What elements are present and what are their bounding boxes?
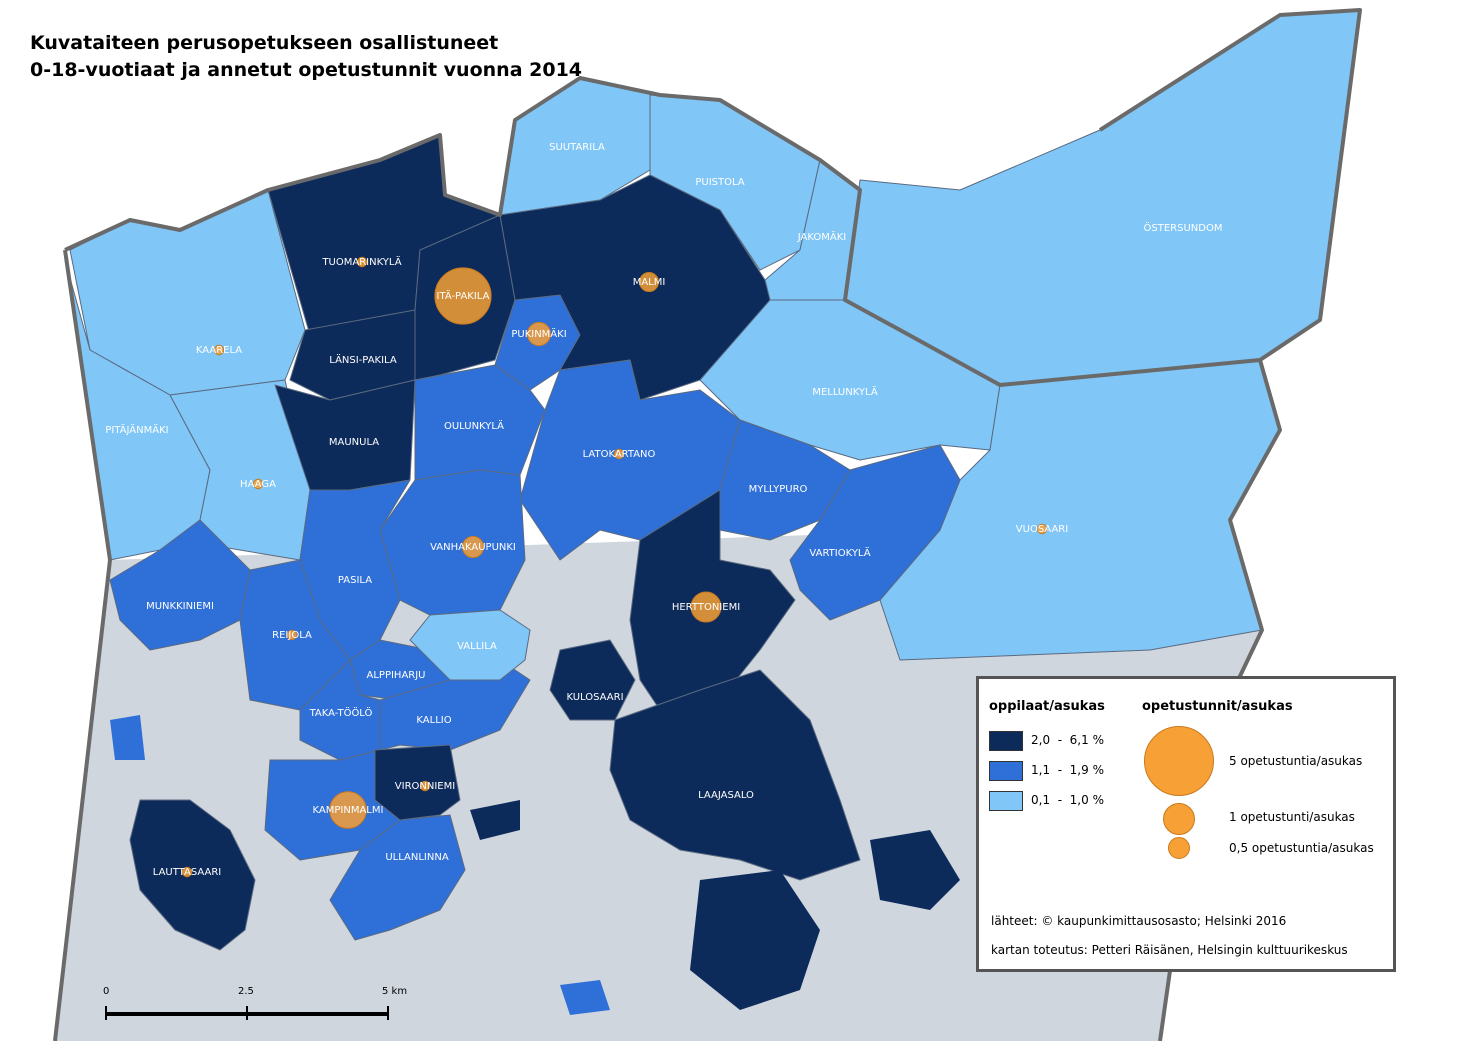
legend-author: kartan toteutus: Petteri Räisänen, Helsi… [991,943,1348,957]
legend-swatch-high [989,731,1023,751]
district-label: PUKINMÄKI [511,327,566,340]
map-title-line2: 0-18-vuotiaat ja annetut opetustunnit vu… [30,59,583,81]
scale-tick-2-5: 2.5 [238,986,254,997]
district-label: LAAJASALO [698,790,754,801]
district-label: ITÄ-PAKILA [437,289,490,302]
district-label: MALMI [633,277,666,288]
district-label: KAARELA [196,345,242,356]
district-label: KAMPINMALMI [313,805,384,816]
district-label: REIJOLA [272,630,312,641]
district-vartiokyla[interactable] [789,444,961,621]
district-lauttasaari[interactable] [129,799,256,951]
district-vironniemi[interactable] [374,744,461,821]
district-label: TAKA-TÖÖLÖ [309,706,373,719]
district-label: JAKOMÄKI [797,230,846,243]
lesson-circle-pukinmäki [526,321,552,347]
lesson-circle-latokartano [613,448,625,460]
district-label: VIRONNIEMI [395,781,455,792]
scalebar: 0 2.5 5 km [103,986,407,1020]
district-label: OULUNKYLÄ [444,419,504,432]
district-label: ÖSTERSUNDOM [1144,221,1223,234]
legend: oppilaat/asukas opetustunnit/asukas 2,0 … [976,676,1396,972]
district-label: LÄNSI-PAKILA [329,353,397,366]
legend-circle-title: opetustunnit/asukas [1142,699,1293,714]
legend-class-low: 0,1 - 1,0 % [1031,793,1104,807]
islands [110,715,960,1015]
district-label: PITÄJÄNMÄKI [105,423,168,436]
legend-circle-1 [1163,803,1195,835]
legend-circle-label-5: 5 opetustuntia/asukas [1229,754,1363,768]
district-label: MYLLYPURO [749,484,808,495]
lesson-circle-vironniemi [419,780,431,792]
district-vallila[interactable] [409,609,531,681]
lesson-circle-lauttasaari [181,866,193,878]
district-label: MELLUNKYLÄ [812,385,878,398]
scale-tick-0: 0 [103,986,109,997]
district-munkkiniemi[interactable] [109,519,251,651]
district-label: HERTTONIEMI [672,602,740,613]
district-label: PASILA [338,575,372,586]
legend-circle-05 [1168,837,1190,859]
district-label: PUISTOLA [695,177,744,188]
legend-class-high: 2,0 - 6,1 % [1031,733,1104,747]
district-label: ULLANLINNA [385,852,448,863]
district-label: MUNKKINIEMI [146,601,214,612]
district-label: VARTIOKYLÄ [809,546,870,559]
lesson-circle-tuomarinkylä [356,256,368,268]
legend-circle-label-1: 1 opetustunti/asukas [1229,810,1355,824]
district-label: HAAGA [240,479,276,490]
district-label: TUOMARINKYLÄ [321,255,401,268]
map-title: Kuvataiteen perusopetukseen osallistunee… [30,30,582,84]
district-label: KALLIO [416,715,451,726]
legend-swatch-mid [989,761,1023,781]
district-label: MAUNULA [329,437,379,448]
lesson-circle-malmi [639,272,659,292]
lesson-circle-herttoniemi [690,591,722,623]
district-label: VANHAKAUPUNKI [430,542,516,553]
lesson-circle-itä-pakila [434,267,492,325]
legend-class-mid: 1,1 - 1,9 % [1031,763,1104,777]
legend-fill-title: oppilaat/asukas [989,699,1105,714]
district-label: KULOSAARI [566,692,623,703]
lesson-circle-vanhakaupunki [461,535,485,559]
lesson-circle-vuosaari [1036,523,1048,535]
district-label: LATOKARTANO [583,449,656,460]
district-label: VUOSAARI [1016,524,1068,535]
lesson-circle-kaarela [213,344,225,356]
lesson-circle-reijola [286,629,298,641]
legend-source: lähteet: © kaupunkimittausosasto; Helsin… [991,914,1287,928]
district-laajasalo[interactable] [609,669,861,881]
district-label: SUUTARILA [549,142,605,153]
map-title-line1: Kuvataiteen perusopetukseen osallistunee… [30,32,499,54]
legend-swatch-low [989,791,1023,811]
district-label: VALLILA [457,641,497,652]
legend-circle-label-05: 0,5 opetustuntia/asukas [1229,841,1374,855]
lesson-circle-kampinmalmi [329,791,367,829]
district-label: ALPPIHARJU [367,670,426,681]
lesson-circle-haaga [252,478,264,490]
district-label: LAUTTASAARI [153,867,221,878]
legend-circle-5 [1144,726,1214,796]
scale-tick-5km: 5 km [382,986,407,997]
